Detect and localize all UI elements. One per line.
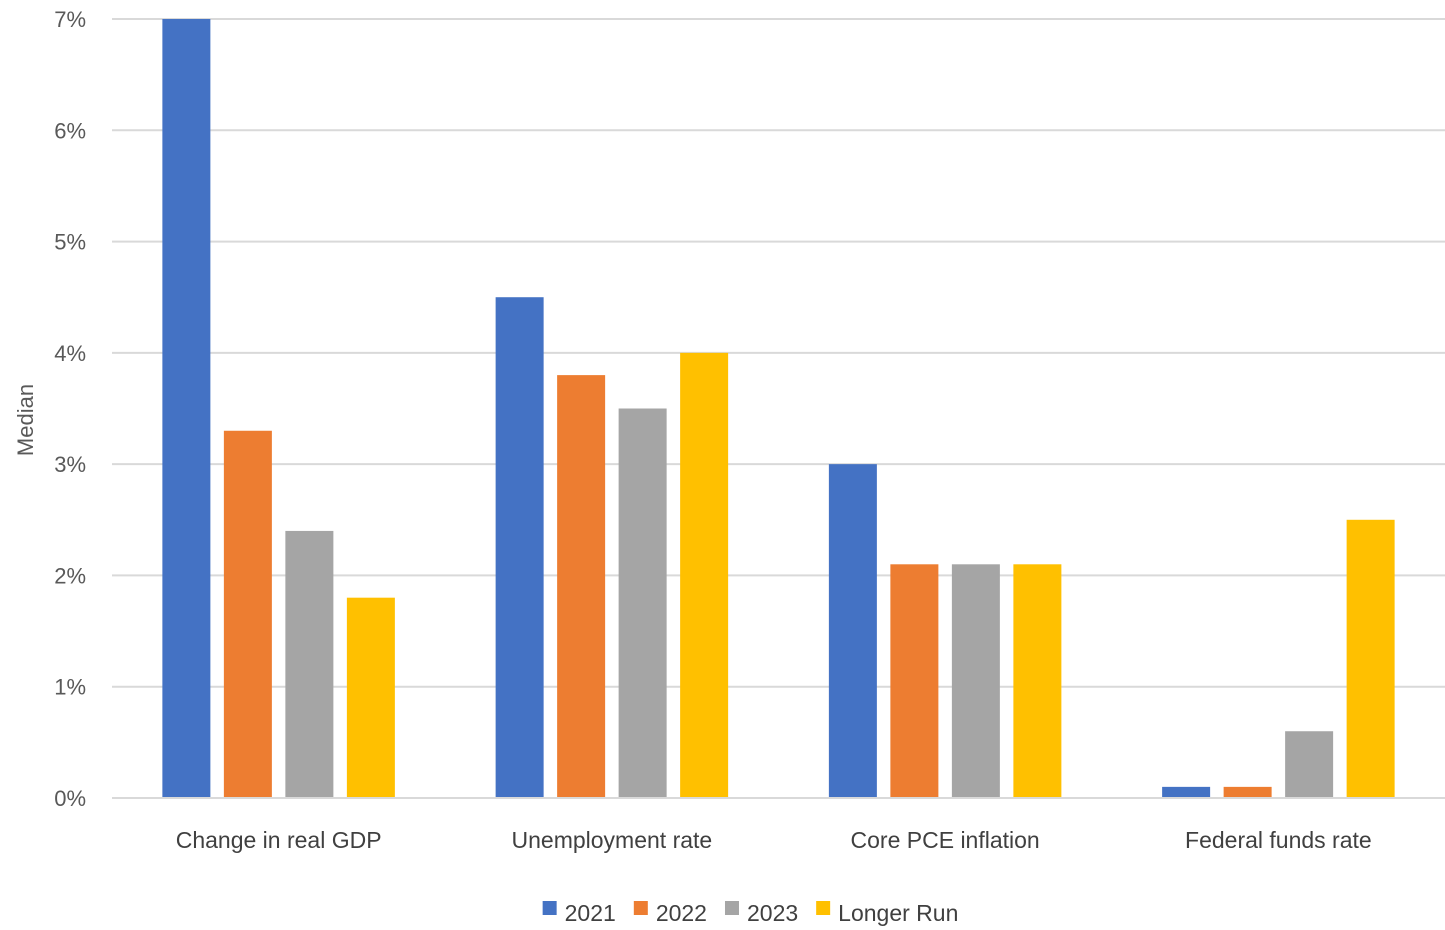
bar-2023-4 <box>1285 731 1334 798</box>
y-tick-label: 5% <box>54 230 86 255</box>
y-tick-label: 3% <box>54 452 86 477</box>
x-axis-category-labels: Change in real GDP Unemployment rate Core … <box>176 827 1372 853</box>
legend-label: 2021 <box>565 900 616 926</box>
y-tick-label: 4% <box>54 341 86 366</box>
bar-2022-3 <box>890 564 939 798</box>
y-tick-label: 6% <box>54 118 86 143</box>
x-category-label: Federal funds rate <box>1185 827 1372 853</box>
bar-2021-4 <box>1162 786 1211 798</box>
y-tick-label: 2% <box>54 563 86 588</box>
legend-item: 2021 <box>542 900 616 926</box>
legend-label: 2022 <box>656 900 707 926</box>
bar-longer-run-1 <box>346 597 395 798</box>
legend-swatch <box>816 901 831 915</box>
legend-item: 2022 <box>633 900 707 926</box>
bar-2023-3 <box>951 564 1000 798</box>
bar-2023-2 <box>618 408 667 798</box>
x-category-label: Change in real GDP <box>176 827 382 853</box>
legend-swatch <box>542 901 557 915</box>
legend-item: Longer Run <box>816 900 958 926</box>
legend-label: Longer Run <box>838 900 958 926</box>
legend-item: 2023 <box>724 900 798 926</box>
gridlines <box>112 18 1445 688</box>
y-axis-tick-labels: 0% 1% 2% 3% 4% 5% 6% 7% <box>54 7 86 811</box>
bars <box>162 19 1395 798</box>
y-tick-label: 7% <box>54 7 86 32</box>
bar-2022-2 <box>557 375 606 798</box>
y-axis-title: Median <box>13 384 38 456</box>
bar-2021-1 <box>162 19 211 798</box>
bar-2022-1 <box>223 430 272 798</box>
legend: 2021 2022 2023 Longer Run <box>542 900 958 926</box>
bar-2021-3 <box>828 464 877 798</box>
y-tick-label: 0% <box>54 786 86 811</box>
x-category-label: Unemployment rate <box>512 827 713 853</box>
x-category-label: Core PCE inflation <box>851 827 1040 853</box>
bar-2022-4 <box>1223 786 1272 798</box>
bar-2021-2 <box>495 297 544 798</box>
legend-swatch <box>633 901 648 915</box>
legend-swatch <box>724 901 739 915</box>
bar-longer-run-4 <box>1346 519 1395 798</box>
bar-longer-run-2 <box>680 352 729 798</box>
legend-label: 2023 <box>747 900 798 926</box>
y-tick-label: 1% <box>54 675 86 700</box>
bar-2023-1 <box>285 530 334 798</box>
bar-longer-run-3 <box>1013 564 1062 798</box>
